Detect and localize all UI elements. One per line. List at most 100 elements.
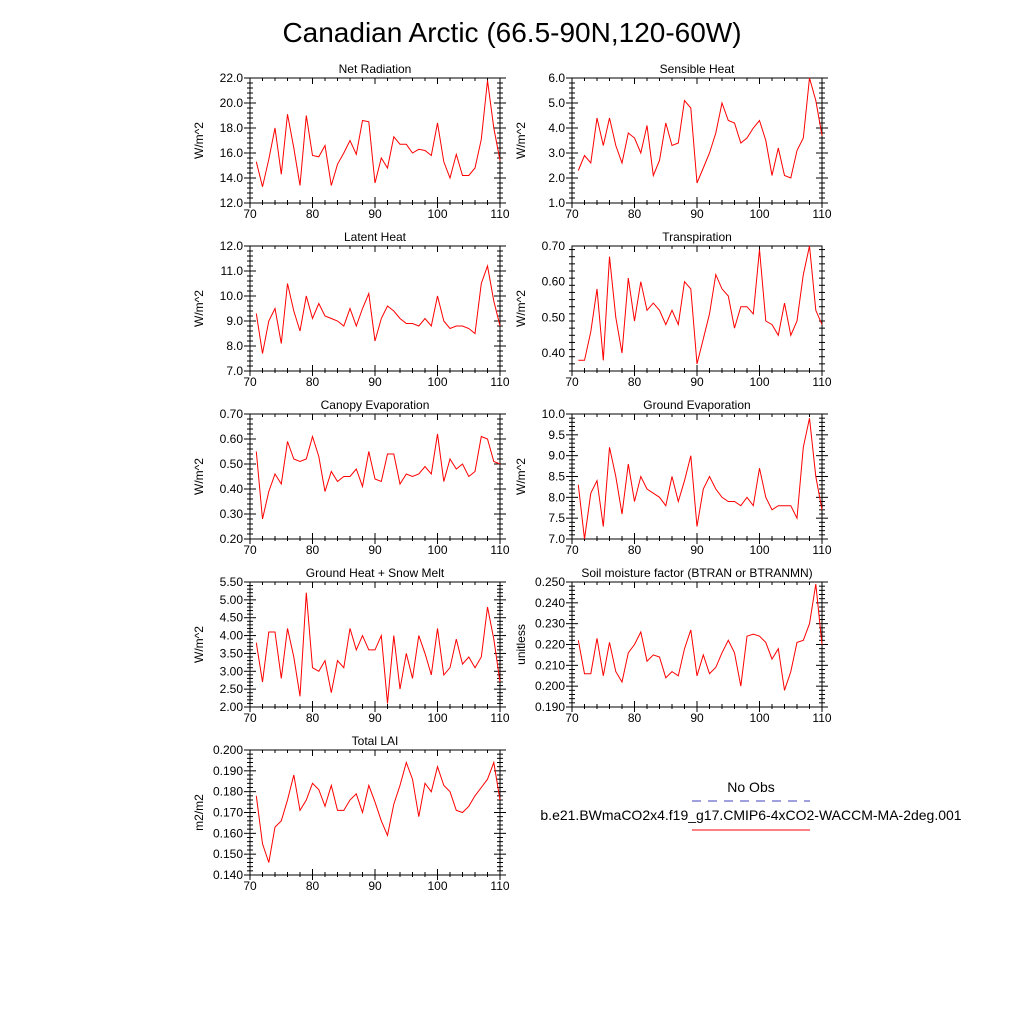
y-tick-label: 5.0: [548, 96, 565, 110]
y-tick-label: 7.0: [226, 364, 243, 378]
panel-title: Total LAI: [352, 734, 399, 748]
y-tick-label: 0.180: [213, 785, 243, 799]
y-tick-label: 9.5: [548, 428, 565, 442]
x-tick-label: 80: [628, 711, 642, 725]
y-tick-label: 0.190: [213, 764, 243, 778]
y-tick-label: 0.160: [213, 826, 243, 840]
y-tick-label: 22.0: [220, 71, 244, 85]
plot-frame: [249, 245, 501, 372]
x-tick-label: 110: [490, 711, 509, 725]
panel: Transpiration 70 80 90 100 110 0.40 0.50 0.60 0.7…: [514, 230, 832, 389]
x-tick-label: 100: [749, 543, 769, 557]
x-tick-label: 100: [749, 375, 769, 389]
x-tick-label: 100: [427, 543, 447, 557]
y-tick-label: 5.00: [220, 593, 244, 607]
series-line: [255, 760, 501, 863]
x-tick-label: 80: [628, 207, 642, 221]
y-tick-label: 3.0: [548, 146, 565, 160]
y-tick-label: 8.0: [226, 339, 243, 353]
y-tick-label: 6.0: [548, 71, 565, 85]
y-tick-label: 4.00: [220, 629, 244, 643]
x-tick-label: 90: [368, 879, 382, 893]
y-tick-label: 12.0: [220, 196, 244, 210]
series-line: [577, 418, 823, 540]
y-tick-label: 10.0: [542, 407, 566, 421]
y-tick-label: 0.50: [220, 457, 244, 471]
x-tick-label: 110: [490, 543, 509, 557]
y-axis-label: W/m^2: [192, 626, 206, 663]
x-tick-label: 110: [812, 543, 831, 557]
y-tick-label: 10.0: [220, 289, 244, 303]
y-tick-label: 0.240: [535, 596, 565, 610]
y-tick-label: 0.230: [535, 617, 565, 631]
legend-obs-label: No Obs: [727, 779, 774, 795]
y-tick-label: 4.50: [220, 611, 244, 625]
x-tick-label: 100: [427, 375, 447, 389]
y-axis-label: W/m^2: [514, 290, 528, 327]
x-tick-label: 70: [243, 207, 257, 221]
panel-title: Sensible Heat: [660, 62, 735, 76]
x-tick-label: 70: [565, 543, 579, 557]
y-tick-label: 0.170: [213, 806, 243, 820]
y-tick-label: 0.60: [220, 432, 244, 446]
y-tick-label: 0.190: [535, 700, 565, 714]
x-tick-label: 110: [490, 879, 509, 893]
y-tick-label: 16.0: [220, 146, 244, 160]
y-axis-label: m2/m2: [192, 794, 206, 831]
x-tick-label: 110: [812, 711, 831, 725]
y-tick-label: 0.220: [535, 638, 565, 652]
panel-title: Ground Heat + Snow Melt: [306, 566, 445, 580]
y-tick-label: 4.0: [548, 121, 565, 135]
x-tick-label: 80: [306, 711, 320, 725]
panel: Total LAI 70 80 90 100 110 0.140 0.150 0.160 0.17…: [192, 734, 510, 893]
series-line: [255, 80, 501, 187]
x-tick-label: 70: [243, 879, 257, 893]
panel: Soil moisture factor (BTRAN or BTRANMN) 7…: [514, 566, 832, 725]
y-tick-label: 0.70: [220, 407, 244, 421]
legend: No Obs b.e21.BWmaCO2x4.f19_g17.CMIP6-4xC…: [540, 779, 962, 831]
plot-frame: [249, 77, 501, 204]
y-tick-label: 0.70: [542, 239, 566, 253]
y-tick-label: 0.140: [213, 868, 243, 882]
x-tick-label: 90: [368, 543, 382, 557]
plot-frame: [249, 413, 501, 540]
y-tick-label: 0.40: [542, 346, 566, 360]
y-tick-label: 1.0: [548, 196, 565, 210]
series-line: [577, 584, 823, 691]
y-tick-label: 8.0: [548, 490, 565, 504]
y-tick-label: 2.00: [220, 700, 244, 714]
x-tick-label: 110: [490, 207, 509, 221]
series-line: [578, 245, 823, 365]
panel: Latent Heat 70 80 90 100 110 7.0 8.0 9.0 10.0 11.0…: [192, 230, 510, 389]
y-axis-label: W/m^2: [192, 122, 206, 159]
x-tick-label: 100: [427, 879, 447, 893]
y-tick-label: 0.200: [535, 679, 565, 693]
y-tick-label: 2.50: [220, 682, 244, 696]
panel-title: Ground Evaporation: [643, 398, 750, 412]
x-tick-label: 80: [306, 879, 320, 893]
plot-frame: [571, 77, 823, 204]
y-tick-label: 20.0: [220, 96, 244, 110]
series-line: [255, 592, 501, 704]
y-tick-label: 7.0: [548, 532, 565, 546]
panel: Ground Evaporation 70 80 90 100 110 7.0 7.5 8.0 8…: [514, 398, 832, 557]
x-tick-label: 70: [243, 711, 257, 725]
y-tick-label: 0.200: [213, 743, 243, 757]
x-tick-label: 110: [812, 375, 831, 389]
x-tick-label: 90: [690, 207, 704, 221]
x-tick-label: 90: [690, 375, 704, 389]
y-tick-label: 8.5: [548, 470, 565, 484]
panel-title: Net Radiation: [339, 62, 412, 76]
panels: Net Radiation 70 80 90 100 110 12.0 14.0 16.0 18.…: [192, 62, 832, 893]
y-tick-label: 0.60: [542, 275, 566, 289]
y-axis-label: unitless: [514, 624, 528, 665]
x-tick-label: 80: [628, 375, 642, 389]
legend-model-label: b.e21.BWmaCO2x4.f19_g17.CMIP6-4xCO2-WACC…: [540, 807, 961, 823]
x-tick-label: 90: [368, 207, 382, 221]
panel-title: Latent Heat: [344, 230, 407, 244]
series-line: [577, 77, 823, 184]
x-tick-label: 70: [243, 543, 257, 557]
panel: Net Radiation 70 80 90 100 110 12.0 14.0 16.0 18.…: [192, 62, 510, 221]
plot-frame: [571, 413, 823, 540]
